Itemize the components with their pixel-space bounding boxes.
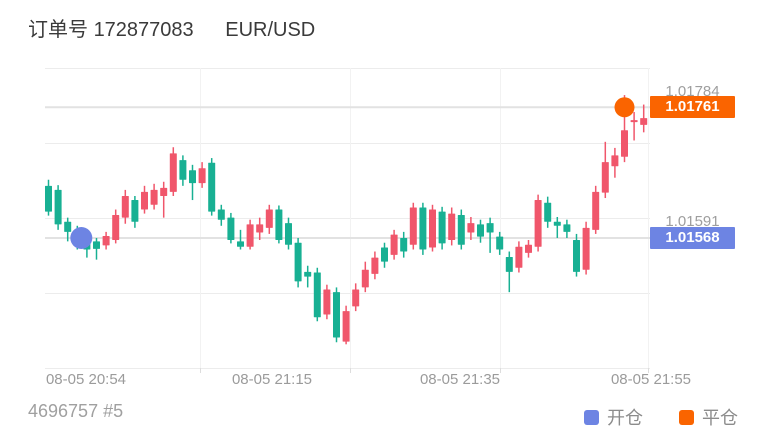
- candle-down: [573, 240, 580, 272]
- candle-down: [400, 237, 408, 252]
- candle-down: [563, 224, 571, 232]
- order-number-value: 172877083: [93, 19, 194, 41]
- x-axis-tick-3: 08-05 21:35: [419, 371, 501, 388]
- candle-up: [112, 214, 120, 241]
- candle-down: [64, 221, 72, 232]
- candle-up: [448, 213, 456, 241]
- candle-down: [93, 241, 100, 249]
- open-price-axis-label: 1.01591: [665, 213, 720, 230]
- candle-up: [102, 235, 110, 246]
- chart-legend: 开仓 平仓: [584, 404, 738, 430]
- x-axis-tick-2: 08-05 21:15: [231, 371, 313, 388]
- candle-down: [189, 170, 196, 184]
- candle-down: [333, 292, 340, 338]
- candle-up: [246, 224, 254, 247]
- candle-down: [438, 211, 446, 244]
- candle-down: [505, 256, 513, 272]
- x-axis-tick-4: 08-05 21:55: [610, 371, 692, 388]
- legend-item-open[interactable]: 开仓: [584, 404, 643, 430]
- candle-down: [237, 241, 244, 247]
- candle-up: [121, 195, 129, 218]
- candle-up: [141, 191, 148, 210]
- legend-open-label: 开仓: [607, 408, 643, 428]
- close-price-badge: 1.01761: [650, 96, 735, 118]
- candle-down: [54, 189, 62, 225]
- candle-up: [467, 223, 475, 233]
- candle-up: [198, 168, 206, 184]
- order-number-label: 订单号: [28, 19, 88, 41]
- candle-down: [45, 185, 52, 212]
- candle-up: [621, 130, 628, 157]
- candle-up: [265, 209, 273, 228]
- candle-up: [582, 227, 590, 270]
- candle-up: [150, 189, 158, 205]
- candle-up: [160, 187, 168, 196]
- candle-up: [630, 120, 638, 123]
- candle-down: [381, 247, 388, 262]
- candle-down: [313, 272, 321, 318]
- candle-up: [534, 200, 542, 247]
- candle-down: [486, 223, 494, 233]
- x-axis-tick-1: 08-05 20:54: [45, 371, 127, 388]
- candle-up: [525, 244, 532, 253]
- candle-up: [640, 118, 648, 125]
- candle-down: [217, 209, 225, 220]
- candle-down: [553, 221, 561, 226]
- candle-up: [352, 289, 360, 307]
- candle-up: [592, 191, 600, 230]
- candle-down: [419, 207, 427, 250]
- trade-id: 4696757 #5: [28, 401, 124, 421]
- candle-up: [390, 234, 398, 255]
- candle-up: [323, 289, 331, 315]
- candle-down: [227, 217, 235, 241]
- candle-up: [409, 207, 417, 245]
- candle-up: [371, 257, 379, 274]
- open-position-swatch-icon: [584, 409, 599, 425]
- candle-down: [294, 242, 302, 282]
- candle-up: [611, 155, 619, 167]
- close-price-axis-label: 1.01784: [665, 83, 720, 100]
- candle-down: [544, 202, 552, 222]
- candle-down: [457, 214, 465, 245]
- close-position-dot[interactable]: [614, 97, 635, 118]
- legend-item-close[interactable]: 平仓: [679, 404, 738, 430]
- close-position-swatch-icon: [679, 409, 694, 425]
- candle-up: [169, 153, 177, 192]
- candle-up: [256, 224, 264, 233]
- open-position-dot[interactable]: [70, 226, 93, 249]
- candle-down: [275, 209, 283, 241]
- candle-down: [285, 223, 292, 245]
- open-price-badge: 1.01568: [650, 227, 735, 249]
- candle-up: [601, 162, 609, 193]
- candle-down: [477, 224, 484, 237]
- candle-up: [342, 311, 350, 342]
- candle-down: [131, 200, 139, 222]
- legend-close-label: 平仓: [702, 408, 738, 428]
- candle-down: [208, 162, 216, 212]
- page-title: 订单号 172877083 EUR/USD: [28, 13, 315, 42]
- candle-up: [361, 269, 369, 288]
- candle-up: [515, 246, 523, 268]
- candle-down: [304, 271, 312, 277]
- symbol-label: EUR/USD: [225, 19, 316, 41]
- candle-down: [496, 236, 504, 250]
- candle-down: [179, 160, 187, 180]
- candle-up: [429, 209, 436, 248]
